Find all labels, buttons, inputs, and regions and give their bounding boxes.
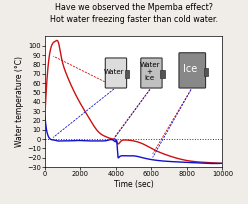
FancyBboxPatch shape	[105, 58, 126, 88]
Text: Water
+
Ice: Water + Ice	[139, 62, 160, 81]
Text: Water: Water	[104, 69, 124, 75]
Bar	[204, 68, 208, 76]
FancyBboxPatch shape	[179, 53, 206, 88]
Text: Hot water freezing faster than cold water.: Hot water freezing faster than cold wate…	[50, 15, 218, 24]
Text: Have we observed the Mpemba effect?: Have we observed the Mpemba effect?	[55, 3, 213, 12]
Bar	[125, 70, 129, 78]
Y-axis label: Water temperature (°C): Water temperature (°C)	[15, 56, 24, 147]
FancyBboxPatch shape	[141, 58, 162, 88]
Text: Ice: Ice	[183, 64, 198, 74]
X-axis label: Time (sec): Time (sec)	[114, 180, 154, 189]
Bar	[160, 70, 165, 78]
